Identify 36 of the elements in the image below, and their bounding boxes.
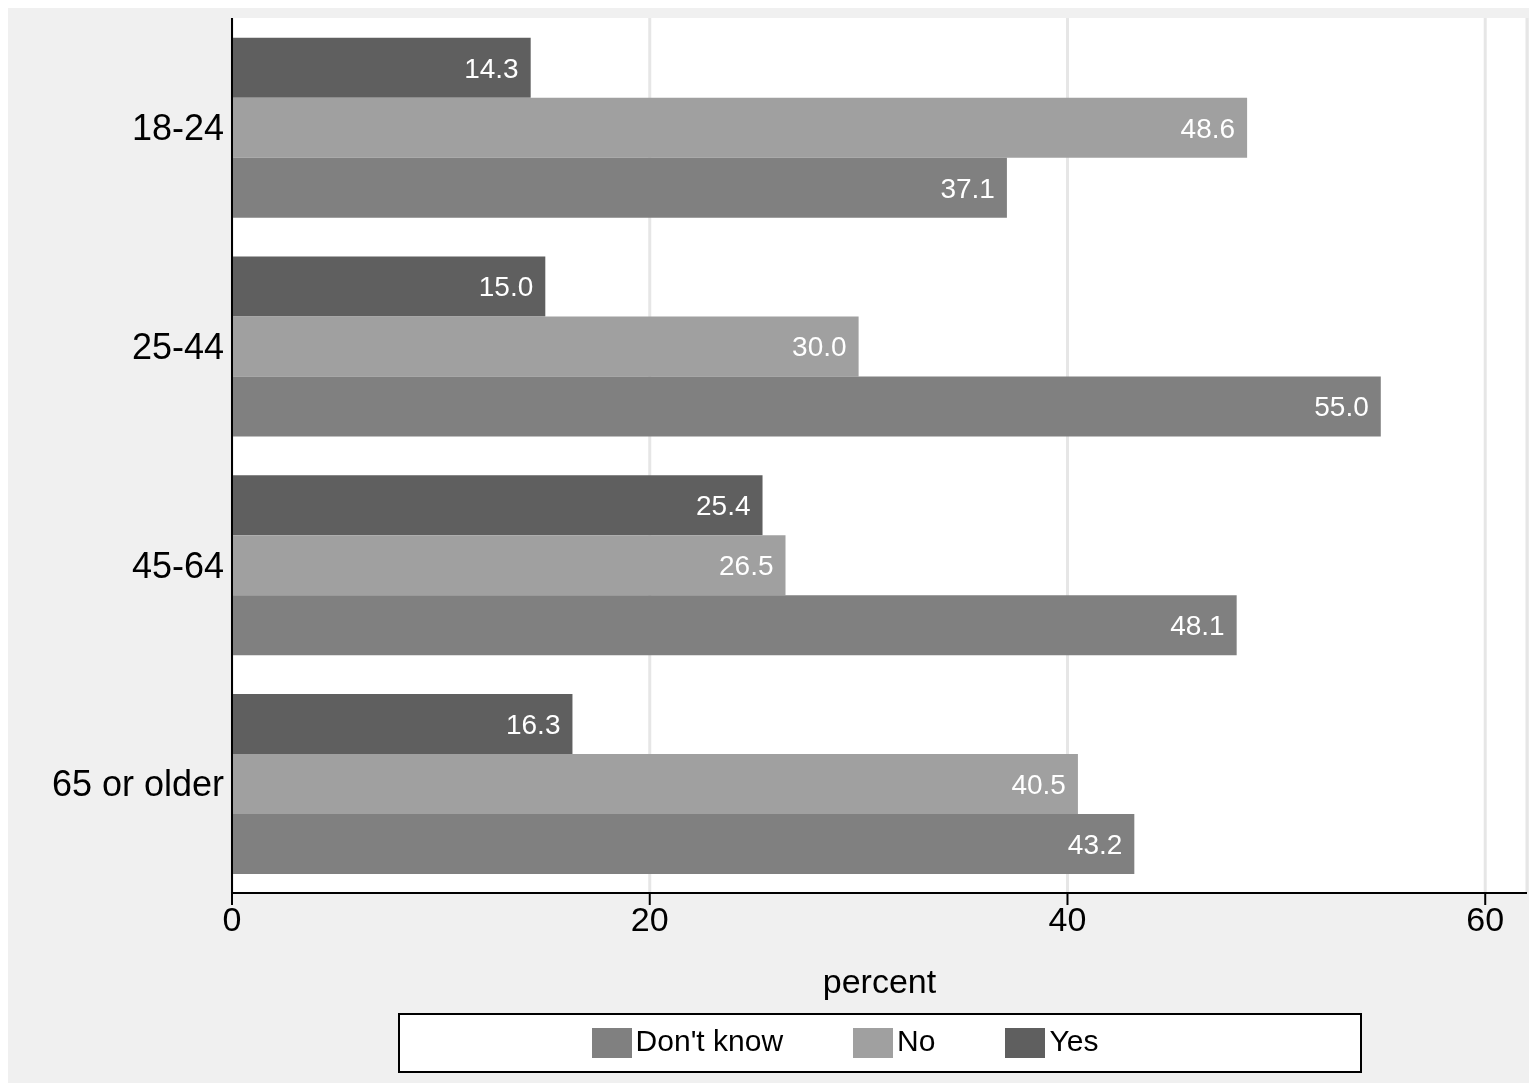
bar: [232, 475, 763, 536]
data-label: 15.0: [478, 271, 534, 303]
x-tick-label: 40: [1048, 900, 1087, 939]
legend-label: Don't know: [635, 1023, 784, 1057]
data-label: 48.6: [1180, 112, 1236, 144]
x-tick-label: 60: [1466, 900, 1505, 939]
bar: [232, 376, 1381, 437]
bar: [232, 316, 859, 377]
data-label: 16.3: [505, 708, 561, 740]
legend-label: Yes: [1049, 1023, 1099, 1057]
y-tick-label: 25-44: [131, 325, 224, 367]
bar: [232, 37, 531, 98]
data-label: 26.5: [719, 550, 774, 582]
y-tick-label: 18-24: [131, 107, 224, 149]
x-tick-label: 0: [222, 900, 242, 939]
y-tick-label: 65 or older: [51, 763, 225, 805]
y-tick-label: 45-64: [131, 544, 224, 586]
data-label: 55.0: [1314, 391, 1369, 423]
legend-label: No: [897, 1023, 936, 1057]
bar: [232, 256, 546, 317]
bar: [232, 693, 573, 754]
bar: [232, 535, 786, 596]
data-label: 43.2: [1067, 828, 1123, 860]
bar: [232, 157, 1007, 218]
bar: [232, 753, 1078, 814]
bar: [232, 97, 1248, 158]
data-label: 30.0: [792, 331, 847, 363]
data-label: 14.3: [464, 52, 519, 84]
x-axis-title: percent: [822, 962, 937, 1000]
bar: [232, 595, 1237, 656]
data-label: 40.5: [1011, 768, 1066, 800]
bar: [232, 813, 1135, 874]
x-tick-label: 20: [630, 900, 669, 939]
data-label: 48.1: [1170, 610, 1225, 642]
data-label: 37.1: [940, 172, 995, 204]
data-label: 25.4: [696, 490, 751, 522]
